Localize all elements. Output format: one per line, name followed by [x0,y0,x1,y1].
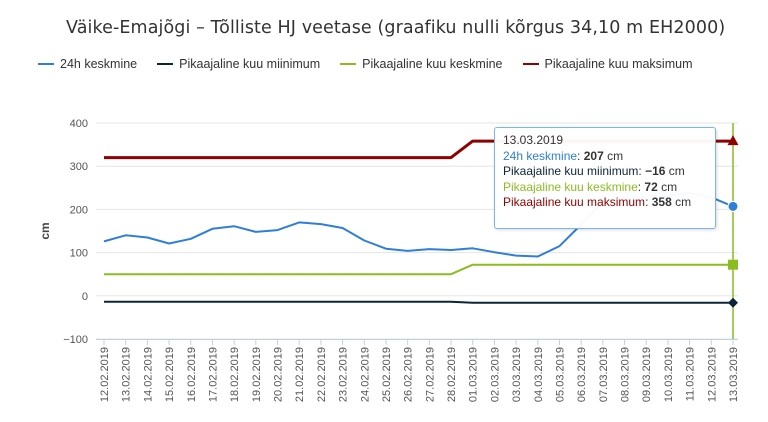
x-tick-label: 13.02.2019 [121,347,133,402]
x-tick-label: 05.03.2019 [554,347,566,402]
x-tick-label: 18.02.2019 [229,347,241,402]
y-axis-title: cm [38,222,52,239]
marker-24h-keskmine [727,200,739,212]
x-tick-label: 24.02.2019 [359,347,371,402]
tooltip-row-24h-keskmine: 24h keskmine: 207 cm [503,148,624,163]
tooltip-value-24h-keskmine: 207 [583,148,604,163]
tooltip-unit-24h-keskmine: cm [607,148,624,163]
x-tick-label: 09.03.2019 [641,347,653,402]
chart-title: Väike-Emajõgi – Tõlliste HJ veetase (gra… [66,18,726,38]
legend-item-kuu-maksimum[interactable]: Pikaajaline kuu maksimum [522,57,693,71]
y-tick-label: 400 [70,118,88,130]
x-tick-label: 19.02.2019 [251,347,263,402]
x-tick-label: 01.03.2019 [468,347,480,402]
legend-swatch-kuu-miinimum [157,63,174,65]
x-tick-label: 10.03.2019 [663,347,675,402]
tooltip-row-kuu-miinimum: Pikaajaline kuu miinimum: −16 cm [503,164,685,179]
x-tick-label: 20.02.2019 [273,347,285,402]
x-tick-label: 16.02.2019 [186,347,198,402]
x-tick-label: 13.03.2019 [728,347,740,402]
tooltip-unit-kuu-maksimum: cm [675,195,692,210]
tooltip-value-kuu-maksimum: 358 [651,195,672,210]
x-tick-label: 12.03.2019 [706,347,718,402]
x-tick-label: 12.02.2019 [99,347,111,402]
series-line-3 [104,263,733,276]
x-tick-label: 28.02.2019 [446,347,458,402]
x-tick-label: 08.03.2019 [620,347,632,402]
x-tick-label: 26.02.2019 [403,347,415,402]
tooltip-row-kuu-maksimum: Pikaajaline kuu maksimum: 358 cm [503,195,692,210]
tooltip-value-kuu-miinimum: −16 [645,164,666,179]
tooltip-label-kuu-maksimum: Pikaajaline kuu maksimum [503,195,646,210]
legend-swatch-kuu-keskmine [340,63,357,65]
series-line-2 [104,300,733,304]
marker-kuu-miinimum [728,297,738,308]
tooltip-unit-kuu-miinimum: cm [668,164,685,179]
legend-swatch-24h-keskmine [38,63,54,65]
legend-label-kuu-maksimum: Pikaajaline kuu maksimum [544,57,693,71]
x-tick-label: 14.02.2019 [142,347,154,402]
x-tick-label: 17.02.2019 [207,347,219,402]
x-tick-label: 04.03.2019 [533,347,545,402]
legend-label-kuu-miinimum: Pikaajaline kuu miinimum [179,57,321,71]
legend-item-kuu-miinimum[interactable]: Pikaajaline kuu miinimum [157,57,320,71]
legend-label-kuu-keskmine: Pikaajaline kuu keskmine [362,57,503,71]
tooltip: 13.03.2019 24h keskmine: 207 cm Pikaajal… [494,127,716,229]
tooltip-value-kuu-keskmine: 72 [644,179,658,194]
x-tick-label: 06.03.2019 [576,347,588,402]
x-tick-label: 02.03.2019 [489,347,501,402]
marker-kuu-keskmine [728,259,738,270]
x-tick-label: 25.02.2019 [381,347,393,402]
y-tick-label: 200 [70,204,88,216]
legend: 24h keskmine Pikaajaline kuu miinimum Pi… [38,57,693,71]
y-tick-label: 100 [70,248,88,260]
x-tick-label: 07.03.2019 [598,347,610,402]
tooltip-label-24h-keskmine: 24h keskmine [503,148,578,163]
x-tick-label: 23.02.2019 [338,347,350,402]
y-tick-label: −100 [63,334,88,346]
x-tick-label: 21.02.2019 [294,347,306,402]
marker-kuu-maksimum [727,135,739,146]
x-tick-label: 15.02.2019 [164,347,176,402]
x-tick-label: 11.03.2019 [685,347,697,401]
x-tick-label: 03.03.2019 [511,347,523,402]
y-tick-label: 300 [70,161,88,173]
x-tick-label: 22.02.2019 [316,347,328,402]
legend-item-kuu-keskmine[interactable]: Pikaajaline kuu keskmine [340,57,503,71]
y-tick-label: 0 [82,291,88,303]
tooltip-date: 13.03.2019 [503,133,564,147]
tooltip-unit-kuu-keskmine: cm [661,179,678,194]
legend-label-24h-keskmine: 24h keskmine [60,57,138,71]
tooltip-row-kuu-keskmine: Pikaajaline kuu keskmine: 72 cm [503,179,678,194]
legend-item-24h-keskmine[interactable]: 24h keskmine [38,57,137,71]
tooltip-label-kuu-keskmine: Pikaajaline kuu keskmine [503,179,638,194]
x-tick-label: 27.02.2019 [424,347,436,402]
legend-swatch-kuu-maksimum [522,63,539,65]
tooltip-label-kuu-miinimum: Pikaajaline kuu miinimum [503,164,639,179]
